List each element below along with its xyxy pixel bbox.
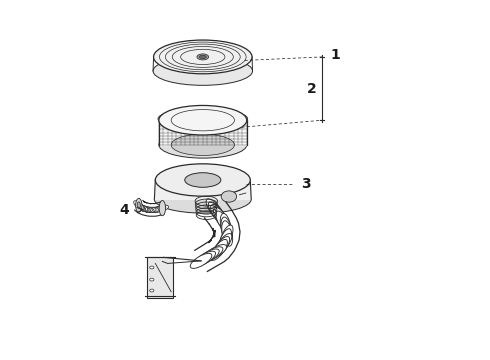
Text: 1: 1 — [330, 48, 340, 62]
Text: 2: 2 — [307, 82, 316, 95]
Ellipse shape — [136, 202, 146, 212]
Ellipse shape — [153, 40, 252, 74]
Ellipse shape — [220, 213, 231, 239]
Ellipse shape — [150, 266, 154, 269]
Ellipse shape — [142, 207, 154, 212]
Ellipse shape — [222, 221, 233, 246]
Ellipse shape — [213, 237, 230, 257]
Ellipse shape — [220, 225, 233, 249]
Ellipse shape — [153, 206, 166, 212]
Ellipse shape — [154, 186, 251, 213]
Ellipse shape — [208, 202, 226, 224]
Ellipse shape — [214, 207, 230, 231]
Text: 3: 3 — [301, 176, 311, 190]
Ellipse shape — [153, 57, 252, 85]
Ellipse shape — [135, 202, 145, 211]
Ellipse shape — [148, 207, 161, 212]
Ellipse shape — [139, 205, 150, 212]
Ellipse shape — [197, 54, 209, 60]
Ellipse shape — [155, 164, 250, 196]
Ellipse shape — [134, 201, 144, 210]
Ellipse shape — [197, 249, 219, 264]
Ellipse shape — [190, 253, 212, 268]
Polygon shape — [154, 180, 251, 199]
Ellipse shape — [159, 201, 166, 216]
Ellipse shape — [140, 206, 152, 212]
Ellipse shape — [150, 278, 154, 281]
Ellipse shape — [199, 55, 206, 59]
Ellipse shape — [158, 108, 247, 129]
Ellipse shape — [150, 289, 154, 292]
Ellipse shape — [204, 244, 226, 260]
Ellipse shape — [171, 134, 234, 156]
Ellipse shape — [159, 105, 247, 135]
Ellipse shape — [216, 211, 232, 234]
Ellipse shape — [159, 131, 247, 158]
Ellipse shape — [136, 204, 148, 211]
Ellipse shape — [211, 205, 228, 227]
Ellipse shape — [185, 173, 221, 187]
Text: 4: 4 — [119, 203, 129, 217]
Ellipse shape — [215, 234, 232, 255]
Polygon shape — [159, 120, 247, 145]
Ellipse shape — [137, 202, 140, 209]
Ellipse shape — [206, 199, 224, 221]
Bar — [147, 257, 173, 298]
Ellipse shape — [221, 191, 237, 202]
Ellipse shape — [156, 205, 169, 211]
Ellipse shape — [219, 229, 231, 253]
Ellipse shape — [151, 207, 163, 212]
Ellipse shape — [136, 198, 142, 212]
Ellipse shape — [221, 217, 232, 243]
Ellipse shape — [137, 205, 149, 212]
Ellipse shape — [146, 207, 158, 212]
Ellipse shape — [201, 247, 223, 262]
Ellipse shape — [194, 251, 216, 266]
Ellipse shape — [144, 207, 156, 212]
Ellipse shape — [210, 239, 227, 260]
